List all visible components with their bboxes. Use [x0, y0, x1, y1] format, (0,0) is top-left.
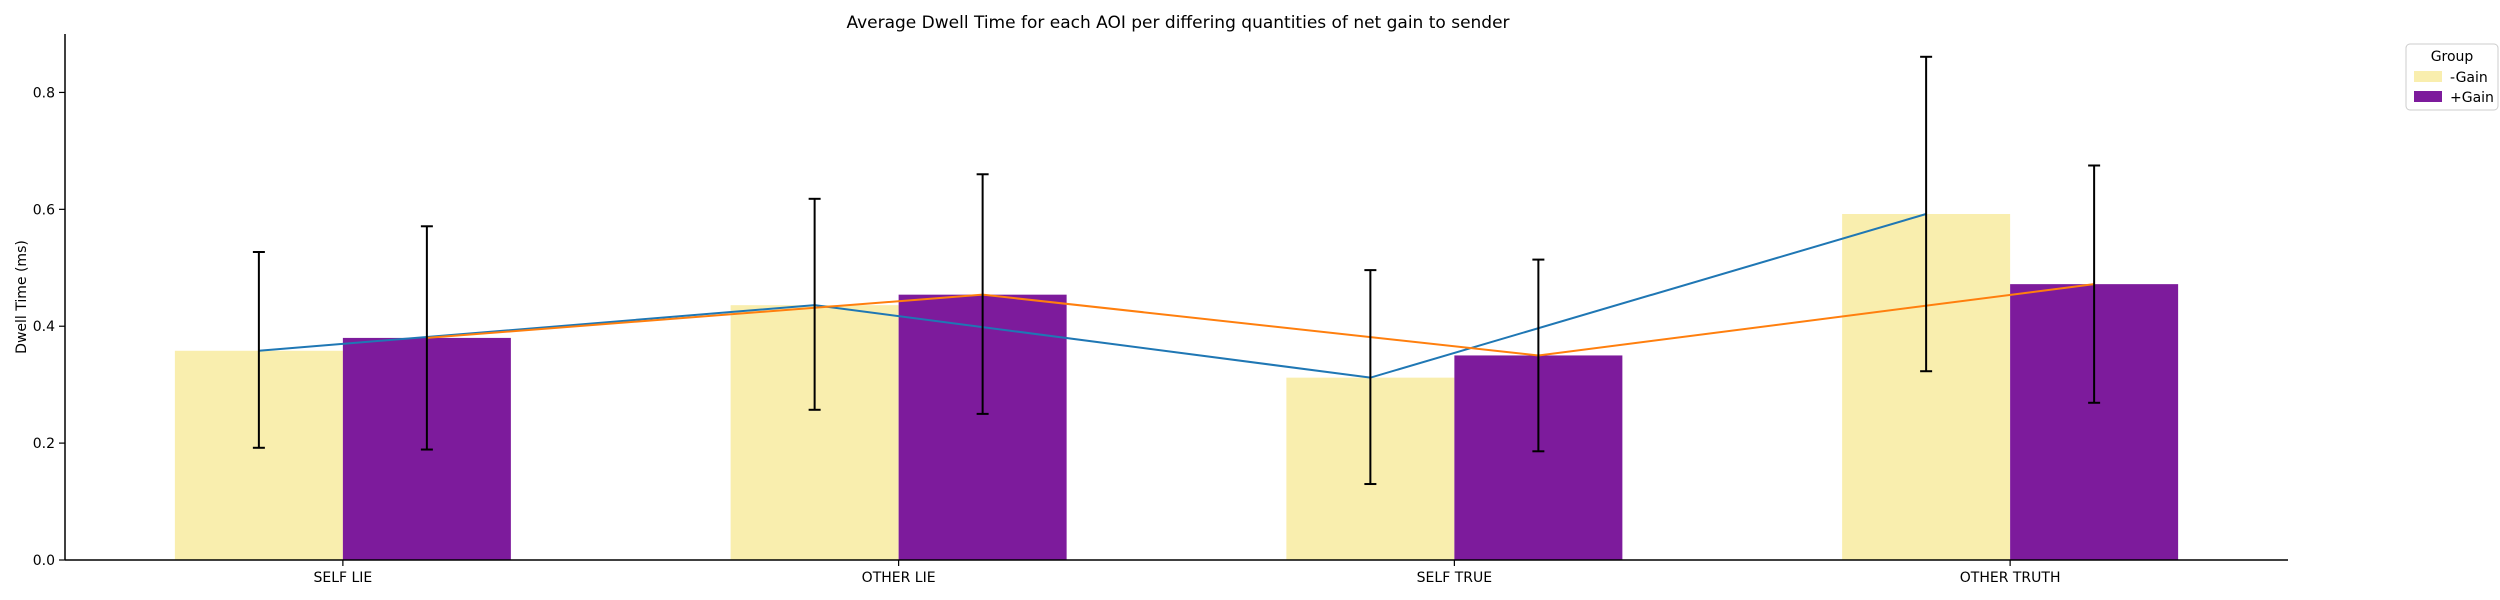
error-bar-minus-gain-0	[252, 250, 265, 449]
x-tick-label: OTHER LIE	[862, 570, 936, 586]
y-axis-label: Dwell Time (ms)	[14, 240, 30, 354]
x-tick-label: OTHER TRUTH	[1960, 570, 2061, 586]
legend-swatch-1	[2414, 91, 2442, 102]
legend-swatch-0	[2414, 71, 2442, 82]
error-bar-minus-gain-1	[808, 197, 821, 411]
series-line-minus-gain	[258, 213, 1927, 379]
y-tick-label: 0.2	[33, 436, 55, 452]
legend-entry-label: +Gain	[2450, 90, 2494, 106]
y-tick-label: 0.4	[33, 319, 55, 335]
y-tick-label: 0.0	[33, 553, 55, 569]
legend-title: Group	[2431, 49, 2474, 65]
error-bar-minus-gain-3	[1920, 55, 1933, 373]
x-tick-label: SELF LIE	[313, 570, 372, 586]
error-bar-plus-gain-3	[2088, 164, 2101, 404]
y-tick-label: 0.8	[33, 85, 55, 101]
x-tick-label: SELF TRUE	[1417, 570, 1492, 586]
error-bar-plus-gain-0	[420, 225, 433, 451]
legend: Group -Gain +Gain	[2405, 43, 2499, 111]
legend-entry-label: -Gain	[2450, 70, 2488, 86]
error-bar-plus-gain-1	[976, 173, 989, 415]
chart-title: Average Dwell Time for each AOI per diff…	[846, 13, 1509, 33]
error-bar-minus-gain-2	[1364, 269, 1377, 486]
error-bar-plus-gain-2	[1532, 258, 1545, 453]
y-tick-label: 0.6	[33, 202, 55, 218]
series-line-plus-gain	[426, 283, 2095, 357]
plot-area: 0.0 0.2 0.4 0.6 0.8 SELF LIE OTHER LIE SELF TRU…	[33, 34, 2288, 586]
